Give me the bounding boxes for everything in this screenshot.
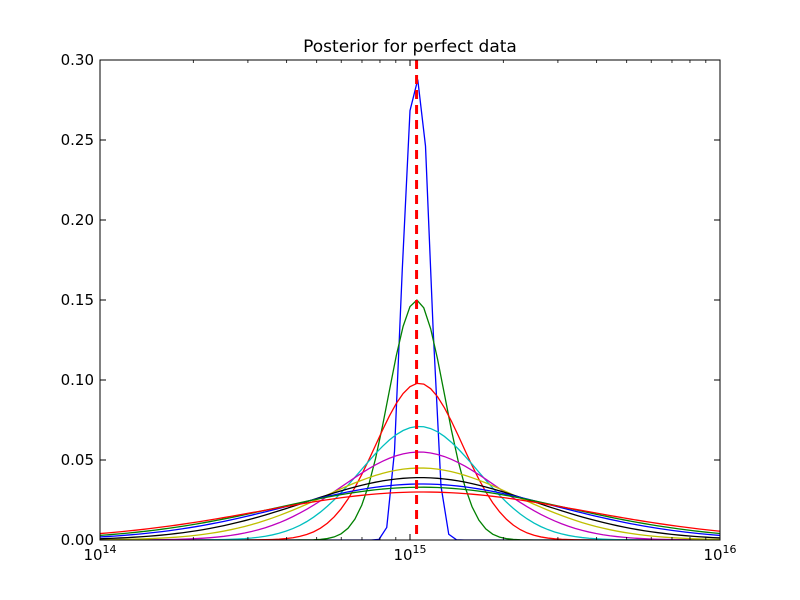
series-line-3 — [100, 382, 720, 540]
plot-area: 0.00 0.05 0.10 0.15 0.20 0.25 0.30 1014 1015 1016 — [61, 51, 737, 564]
y-tick-label: 0.10 — [61, 371, 94, 389]
series-line-6 — [100, 467, 720, 540]
series-line-7 — [100, 476, 720, 540]
y-tick-label: 0.20 — [61, 211, 94, 229]
series-line-9 — [100, 486, 720, 537]
x-tick-label: 1016 — [703, 543, 736, 564]
y-tick-label: 0.05 — [61, 451, 94, 469]
y-tick-label: 0.00 — [61, 531, 94, 549]
series-line-5 — [100, 451, 720, 540]
ticks-layer: 0.00 0.05 0.10 0.15 0.20 0.25 0.30 1014 1015 1016 — [61, 51, 737, 564]
series-line-10 — [100, 491, 720, 535]
series-line-1 — [100, 79, 720, 540]
series-line-2 — [100, 299, 720, 540]
y-tick-label: 0.15 — [61, 291, 94, 309]
x-tick-label: 1014 — [83, 543, 116, 564]
y-tick-label: 0.30 — [61, 51, 94, 69]
series-line-8 — [100, 483, 720, 538]
chart-title: Posterior for perfect data — [303, 37, 517, 57]
y-tick-label: 0.25 — [61, 131, 94, 149]
x-tick-label: 1015 — [393, 543, 426, 564]
